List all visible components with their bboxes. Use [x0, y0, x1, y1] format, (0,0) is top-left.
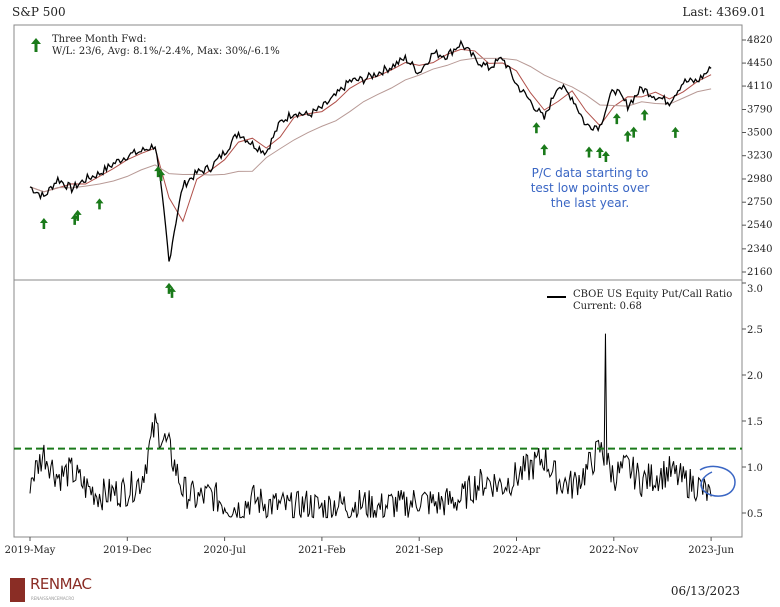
ytick-label-top: 2750 [747, 197, 772, 208]
xtick-label: 2021-Sep [395, 545, 443, 556]
signal-arrow-icon [640, 109, 649, 121]
legend-line2: W/L: 23/6, Avg: 8.1%/-2.4%, Max: 30%/-6.… [52, 46, 280, 57]
signal-arrow-icon [165, 282, 173, 294]
signal-arrow-icon [629, 126, 638, 138]
ytick-label-bottom: 1.0 [747, 463, 763, 474]
ma-long-line [29, 57, 712, 193]
last-value: Last: 4369.01 [682, 5, 766, 19]
logo-subtext: RENAISSANCEMACRO [31, 596, 75, 601]
ytick-label-bottom: 1.5 [747, 417, 763, 428]
xtick-label: 2023-Jun [688, 545, 734, 556]
legend-signals: Three Month Fwd: W/L: 23/6, Avg: 8.1%/-2… [52, 34, 280, 58]
signal-arrow-icon [595, 146, 604, 158]
xtick-label: 2019-Dec [103, 545, 152, 556]
signal-arrow-icon [154, 166, 163, 178]
ytick-label-top: 4820 [747, 35, 772, 46]
signal-arrow-icon [157, 170, 166, 182]
signal-arrow-icon [168, 286, 176, 298]
xtick-label: 2022-Apr [493, 545, 540, 556]
legend-pc-name: CBOE US Equity Put/Call Ratio [573, 289, 733, 300]
signal-arrow-icon [671, 126, 680, 138]
legend-pc: CBOE US Equity Put/Call Ratio Current: 0… [573, 289, 732, 313]
plot-frame [13, 24, 743, 538]
xtick-label: 2019-May [5, 545, 56, 556]
xtick-label: 2021-Feb [298, 545, 346, 556]
ytick-label-bottom: 0.5 [747, 509, 763, 520]
ytick-label-top: 2160 [747, 267, 772, 278]
annotation-circle [699, 465, 736, 497]
legend-pc-current: Current: 0.68 [573, 301, 642, 312]
ytick-label-bottom: 3.0 [747, 284, 763, 295]
chart-title: S&P 500 [12, 5, 66, 19]
signal-arrow-icon [601, 150, 610, 162]
ytick-label-top: 4110 [747, 81, 772, 92]
logo-text: RENMAC [30, 575, 92, 593]
annotation: P/C data starting to test low points ove… [530, 166, 650, 210]
signal-arrow-icon [612, 113, 621, 125]
price-line [29, 39, 712, 262]
ma-short-line [29, 48, 712, 223]
ytick-label-top: 3230 [747, 151, 772, 162]
ytick-label-top: 2540 [747, 220, 772, 231]
legend-arrow-icon [31, 38, 41, 52]
signal-arrow-icon [532, 122, 541, 134]
signal-arrow-icon [39, 217, 48, 229]
ytick-label-top: 2340 [747, 244, 772, 255]
xtick-label: 2020-Jul [203, 545, 245, 556]
signal-arrow-icon [540, 144, 549, 156]
signal-arrow-icon [73, 209, 82, 221]
legend-line1: Three Month Fwd: [52, 34, 147, 45]
signal-arrow-icon [95, 198, 104, 210]
renmac-logo [10, 578, 25, 602]
put-call-line [29, 333, 712, 519]
xtick-label: 2022-Nov [589, 545, 639, 556]
ytick-label-top: 3500 [747, 127, 772, 138]
ytick-label-top: 3790 [747, 104, 772, 115]
ytick-label-top: 2980 [747, 174, 772, 185]
signal-arrow-icon [623, 130, 632, 142]
report-date: 06/13/2023 [670, 584, 740, 598]
ytick-label-bottom: 2.0 [747, 371, 763, 382]
ytick-label-bottom: 2.5 [747, 325, 763, 336]
signal-arrow-icon [585, 146, 593, 158]
ytick-label-top: 4450 [747, 58, 772, 69]
